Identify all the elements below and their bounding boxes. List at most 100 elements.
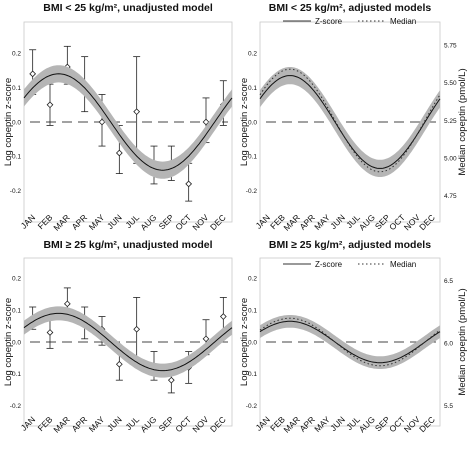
data-point	[133, 108, 141, 116]
confidence-band	[24, 65, 232, 179]
median-dotted-line	[259, 68, 441, 173]
y-tick-label: -0.2	[246, 403, 258, 410]
plot-frame	[259, 21, 441, 223]
y-tick-label: 0.0	[248, 339, 257, 346]
month-label: JUL	[123, 414, 141, 432]
data-point	[202, 335, 210, 343]
plot-frame	[23, 21, 233, 223]
y-tick-label: 0.1	[12, 307, 21, 314]
month-label: DEC	[417, 212, 437, 232]
month-label: OCT	[173, 212, 193, 232]
y2-tick-label: 5.00	[444, 156, 457, 163]
y2-tick-label: 5.75	[444, 42, 457, 49]
y-tick-label: 0.0	[12, 339, 21, 346]
y-tick-label: -0.2	[10, 403, 22, 410]
panel-1: BMI < 25 kg/m², unadjusted model 0.2 0.1 0.…	[3, 2, 233, 233]
month-label: FEB	[36, 414, 55, 433]
y-tick-label: 0.0	[248, 119, 257, 126]
data-point	[115, 360, 123, 368]
y2-axis-label: Median copeptin (pmol/L)	[457, 288, 468, 395]
month-label: MAR	[51, 212, 71, 232]
data-point	[115, 149, 123, 157]
y-tick-label: 0.1	[248, 85, 257, 92]
month-label: MAY	[87, 414, 107, 434]
confidence-band	[260, 315, 440, 369]
data-point	[202, 118, 210, 126]
month-label: FEB	[36, 212, 55, 231]
legend: Z-score Median	[283, 260, 416, 269]
panel-3: BMI ≥ 25 kg/m², unadjusted model 0.2 0.1 0.…	[3, 239, 233, 435]
zscore-fit-line	[23, 73, 233, 171]
y-tick-label: -0.1	[10, 371, 22, 378]
month-label: SEP	[157, 212, 176, 231]
y-tick-label: -0.2	[246, 188, 258, 195]
y-tick-label: -0.1	[10, 154, 22, 161]
panel-2: BMI < 25 kg/m², adjusted models 0.2 0.1 0.0…	[239, 2, 468, 233]
data-point	[219, 313, 227, 320]
y2-tick-label: 5.5	[444, 403, 453, 410]
y2-tick-label: 6.0	[444, 341, 453, 348]
panel-4: BMI ≥ 25 kg/m², adjusted models 0.2 0.1 0.0…	[239, 239, 468, 435]
plot-frame	[23, 257, 233, 427]
data-point	[167, 376, 175, 384]
month-label: JAN	[253, 414, 271, 432]
y2-tick-label: 5.25	[444, 118, 457, 125]
data-point	[185, 180, 193, 188]
month-label: DEC	[208, 414, 228, 434]
y-axis-label: Log copeptin z-score	[239, 78, 250, 166]
data-point	[46, 329, 54, 336]
month-label: MAY	[87, 212, 107, 232]
month-label: JUN	[105, 414, 124, 433]
y-tick-label: -0.2	[10, 188, 22, 195]
y-tick-label: 0.2	[248, 276, 257, 283]
y2-axis-label: Median copeptin (pmol/L)	[457, 68, 468, 175]
y-tick-label: -0.1	[246, 154, 258, 161]
median-dotted-line	[259, 317, 441, 367]
month-label: NOV	[190, 414, 210, 434]
y-tick-label: 0.2	[248, 51, 257, 58]
month-label: JUL	[123, 212, 141, 230]
legend: Z-score Median	[283, 17, 416, 26]
y-tick-label: -0.1	[246, 371, 258, 378]
month-label: MAR	[51, 414, 71, 434]
confidence-band	[24, 306, 232, 378]
y-tick-label: 0.2	[12, 51, 21, 58]
data-point	[46, 101, 54, 109]
legend-zscore-label: Z-score	[315, 260, 343, 269]
y2-tick-label: 4.75	[444, 193, 457, 200]
y-tick-label: 0.1	[12, 85, 21, 92]
month-label: APR	[70, 414, 89, 433]
y-tick-label: 0.2	[12, 276, 21, 283]
month-label: AUG	[138, 414, 158, 434]
chart-title: BMI < 25 kg/m², unadjusted model	[43, 2, 213, 14]
legend-median-label: Median	[390, 17, 416, 26]
y-tick-label: 0.1	[248, 307, 257, 314]
zscore-fit-line	[23, 312, 233, 372]
y-axis-label: Log copeptin z-score	[3, 298, 14, 386]
month-label: JAN	[19, 414, 37, 432]
month-label: DEC	[208, 212, 228, 232]
zscore-fit-line	[259, 320, 441, 364]
legend-median-label: Median	[390, 260, 416, 269]
data-point	[98, 118, 106, 126]
data-point	[63, 300, 71, 308]
month-label: APR	[70, 212, 89, 231]
chart-title: BMI ≥ 25 kg/m², unadjusted model	[43, 239, 212, 251]
month-label: JAN	[19, 212, 37, 230]
confidence-band	[260, 67, 440, 177]
y-axis-label: Log copeptin z-score	[239, 298, 250, 386]
month-label: SEP	[157, 414, 176, 433]
month-label: AUG	[138, 212, 158, 232]
chart-title: BMI < 25 kg/m², adjusted models	[269, 2, 432, 14]
month-label: JAN	[253, 212, 271, 230]
y2-tick-label: 5.50	[444, 80, 457, 87]
chart-title: BMI ≥ 25 kg/m², adjusted models	[269, 239, 431, 251]
y2-tick-label: 6.5	[444, 278, 453, 285]
data-point	[133, 325, 141, 333]
data-point	[29, 70, 37, 78]
month-label: OCT	[173, 414, 193, 434]
y-tick-label: 0.0	[12, 119, 21, 126]
y-axis-label: Log copeptin z-score	[3, 78, 14, 166]
